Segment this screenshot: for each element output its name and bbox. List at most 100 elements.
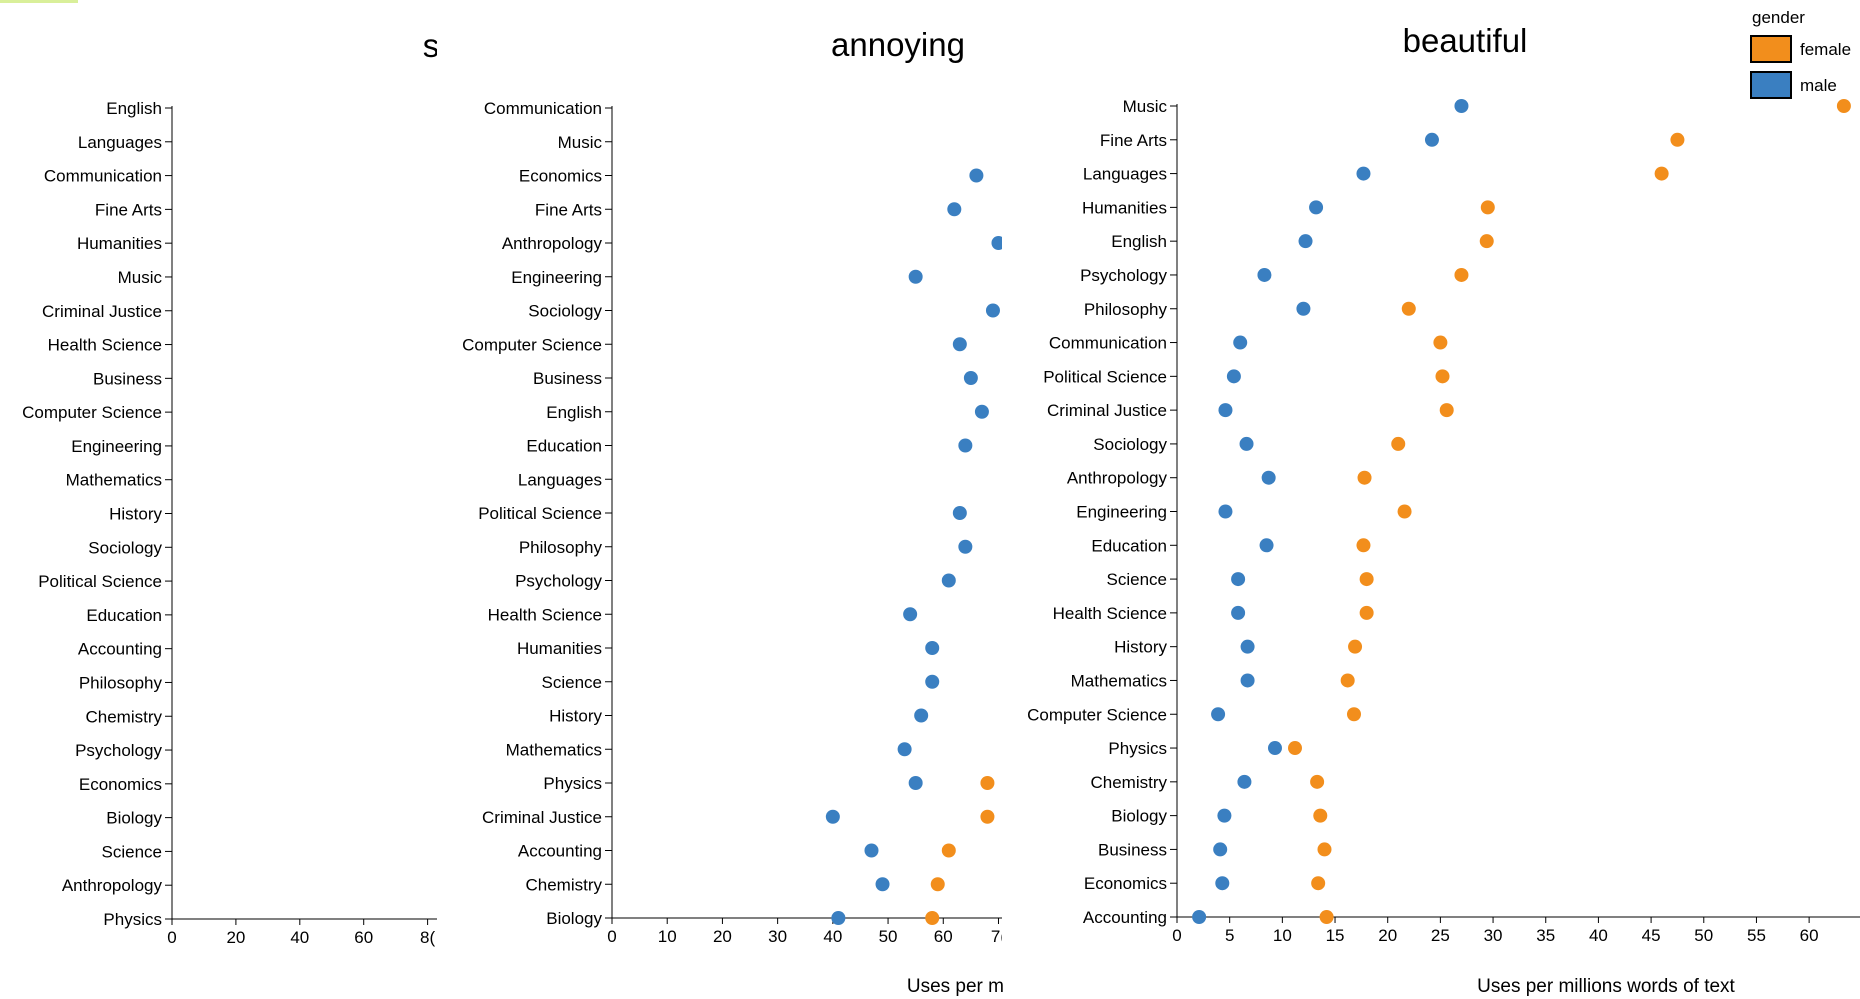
data-point-male: [1356, 166, 1371, 181]
y-tick-label: Anthropology: [1067, 469, 1168, 488]
data-point-male: [1231, 572, 1246, 587]
x-tick-label: 0: [607, 927, 616, 946]
y-tick-label: Computer Science: [22, 403, 162, 422]
data-point-female: [1480, 200, 1495, 215]
data-point-male: [1237, 774, 1252, 789]
x-tick-label: 25: [1431, 926, 1450, 945]
y-tick-label: Sociology: [88, 538, 162, 557]
legend-label-male: male: [1800, 76, 1837, 95]
chart-title: s: [423, 27, 440, 64]
data-point-female: [980, 776, 995, 790]
x-axis-label: Uses per millions words of text: [1477, 976, 1735, 997]
y-tick-label: Fine Arts: [95, 200, 162, 219]
data-point-female: [1435, 369, 1450, 384]
chart-background: [0, 85, 437, 955]
y-tick-label: Business: [533, 369, 602, 388]
y-tick-label: Communication: [44, 167, 162, 186]
data-point-male: [1215, 876, 1230, 891]
data-point-male: [1240, 673, 1255, 688]
data-point-male: [1233, 335, 1248, 350]
y-tick-label: Science: [1107, 570, 1167, 589]
legend-item-female[interactable]: female: [1750, 35, 1860, 67]
x-tick-label: 8(: [420, 928, 435, 947]
x-tick-label: 5: [1225, 926, 1234, 945]
data-point-female: [1479, 234, 1494, 249]
x-tick-label: 7(: [991, 927, 1006, 946]
legend-swatch-male: [1750, 71, 1792, 99]
y-tick-label: Engineering: [511, 268, 602, 287]
x-tick-label: 35: [1536, 926, 1555, 945]
data-point-male: [925, 674, 940, 689]
data-point-female: [1340, 673, 1355, 688]
y-tick-label: Chemistry: [85, 707, 162, 726]
legend-swatch-female: [1750, 35, 1792, 63]
chart-content: annoying Communication Music Economics Fine …: [437, 26, 1006, 997]
corner-mark: [0, 0, 78, 3]
x-tick-label: 60: [1800, 926, 1819, 945]
data-point-male: [1218, 403, 1233, 418]
data-point-male: [1231, 605, 1246, 620]
y-tick-label: Communication: [484, 99, 602, 118]
y-tick-label: Education: [86, 606, 162, 625]
chart-2: beautiful Music Fine Arts Languages Humaniti…: [1002, 22, 1860, 997]
data-point-female: [941, 843, 956, 858]
y-tick-label: Education: [1091, 536, 1167, 555]
x-tick-label: 40: [1589, 926, 1608, 945]
y-tick-label: Languages: [1083, 165, 1167, 184]
data-point-male: [864, 843, 879, 858]
data-point-male: [1424, 132, 1439, 147]
y-tick-label: Criminal Justice: [42, 302, 162, 321]
chart-content: beautiful Music Fine Arts Languages Humaniti…: [1002, 22, 1860, 997]
y-tick-label: Biology: [106, 809, 162, 828]
y-tick-label: Accounting: [1083, 908, 1167, 927]
y-tick-label: Psychology: [75, 741, 162, 760]
y-tick-label: Biology: [1111, 807, 1167, 826]
y-tick-label: Business: [1098, 840, 1167, 859]
data-point-male: [969, 168, 984, 183]
data-point-male: [914, 708, 929, 723]
y-tick-label: English: [1111, 232, 1167, 251]
chart-background: [1002, 85, 1860, 955]
y-tick-label: Anthropology: [62, 876, 163, 895]
data-point-female: [930, 877, 945, 892]
x-tick-label: 20: [1378, 926, 1397, 945]
y-tick-label: Physics: [103, 910, 162, 929]
data-point-female: [1836, 99, 1851, 113]
y-tick-label: Business: [93, 369, 162, 388]
y-tick-label: English: [106, 99, 162, 118]
data-point-male: [908, 776, 923, 790]
x-tick-label: 15: [1326, 926, 1345, 945]
y-tick-label: Languages: [78, 133, 162, 152]
data-point-female: [1391, 436, 1406, 451]
data-point-male: [897, 742, 912, 757]
chart-1: annoying Communication Music Economics Fine …: [437, 26, 1006, 997]
y-tick-label: Mathematics: [66, 471, 162, 490]
data-point-female: [1313, 808, 1328, 823]
x-tick-label: 20: [713, 927, 732, 946]
y-tick-label: Health Science: [1053, 604, 1167, 623]
data-point-female: [980, 809, 995, 824]
x-tick-label: 10: [658, 927, 677, 946]
data-point-male: [952, 337, 967, 352]
y-tick-label: Physics: [543, 774, 602, 793]
legend-item-male[interactable]: male: [1750, 71, 1860, 103]
y-tick-label: Science: [102, 842, 162, 861]
y-tick-label: Languages: [518, 470, 602, 489]
chart-title: annoying: [831, 26, 965, 63]
data-point-male: [831, 911, 846, 925]
x-tick-label: 10: [1273, 926, 1292, 945]
y-tick-label: Philosophy: [79, 673, 163, 692]
data-point-male: [985, 303, 1000, 318]
y-tick-label: Education: [526, 437, 602, 456]
y-tick-label: Music: [1123, 97, 1168, 116]
y-tick-label: Criminal Justice: [482, 808, 602, 827]
y-tick-label: Philosophy: [519, 538, 603, 557]
data-point-male: [974, 404, 989, 419]
data-point-female: [1359, 572, 1374, 587]
y-tick-label: Health Science: [48, 336, 162, 355]
y-tick-label: Psychology: [1080, 266, 1167, 285]
y-tick-label: Accounting: [78, 640, 162, 659]
data-point-male: [925, 641, 940, 655]
y-tick-label: Sociology: [1093, 435, 1167, 454]
